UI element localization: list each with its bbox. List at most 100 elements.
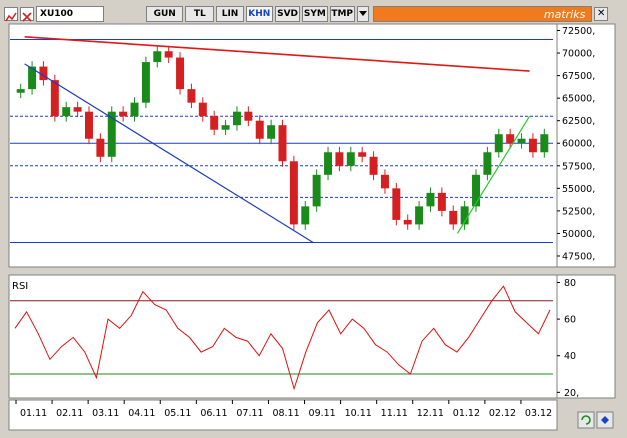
candle-body [198, 102, 207, 117]
price-tick-label: 47500, [562, 251, 595, 262]
blue-trendline-1 [24, 63, 314, 243]
chart-type-icon[interactable] [4, 7, 18, 22]
price-tick-label: 60000, [562, 139, 595, 150]
candle-body [176, 57, 185, 90]
candle-body [244, 111, 253, 121]
candle-body [324, 152, 333, 175]
green-trendline-2 [456, 115, 531, 234]
scroll-button[interactable] [596, 411, 614, 429]
brand-logo: matriks [543, 7, 586, 21]
candle-body [312, 174, 321, 207]
date-tick-label: 03.12 [525, 408, 552, 419]
candle-body [460, 206, 469, 225]
rsi-panel [8, 274, 558, 399]
date-axis [8, 399, 558, 431]
btn-tl[interactable]: TL [185, 6, 215, 22]
candle-body [107, 111, 116, 157]
candle-body [119, 111, 128, 117]
candle-body [494, 134, 503, 153]
date-tick-label: 03.11 [92, 408, 119, 419]
rsi-tick-label: 80 [564, 278, 576, 289]
candle-body [73, 107, 82, 112]
candle-body [301, 206, 310, 225]
candle-body [62, 107, 71, 117]
btn-khn[interactable]: KHN [245, 6, 273, 22]
price-tick-label: 70000, [562, 49, 595, 60]
candle-body [528, 138, 537, 153]
date-tick-label: 01.11 [20, 408, 47, 419]
candle-body [289, 161, 298, 225]
refresh-icon [581, 415, 591, 425]
candle-body [472, 174, 480, 207]
date-tick-label: 09.11 [309, 408, 336, 419]
arrows-icon [601, 416, 609, 424]
candle-body [335, 152, 344, 166]
candle-body [130, 102, 139, 117]
price-tick-label: 67500, [562, 71, 595, 82]
date-tick-label: 04.11 [128, 408, 155, 419]
date-tick-label: 10.11 [345, 408, 372, 419]
candle-body [85, 111, 93, 139]
price-tick-label: 57500, [562, 161, 595, 172]
date-tick-label: 12.11 [417, 408, 444, 419]
date-tick-label: 07.11 [236, 408, 263, 419]
candle-body [153, 51, 162, 63]
candle-body [449, 210, 458, 225]
date-tick-label: 02.12 [489, 408, 516, 419]
close-icon[interactable]: ✕ [594, 7, 608, 21]
rsi-tick-label: 40 [564, 351, 576, 362]
price-tick-label: 50000, [562, 229, 595, 240]
candle-body [210, 116, 219, 130]
symbol-label: XU100 [40, 9, 74, 19]
rsi-tick-label: 20, [564, 388, 579, 399]
candle-body [232, 111, 241, 126]
chevron-down-icon [358, 11, 367, 16]
candle-body [517, 138, 526, 144]
btn-tmp[interactable]: TMP [329, 6, 355, 22]
btn-sym[interactable]: SYM [302, 6, 328, 22]
candle-body [141, 62, 150, 103]
btn-svd[interactable]: SVD [274, 6, 301, 22]
symbol-field[interactable]: XU100 [36, 6, 105, 22]
price-tick-label: 65000, [562, 94, 595, 105]
refresh-button[interactable] [577, 411, 595, 429]
rsi-axis [556, 274, 616, 399]
remove-icon[interactable] [20, 7, 34, 22]
chart-toolbar: XU100 GUN TL LIN KHN SVD SYM TMP matriks… [4, 6, 608, 22]
candle-body [392, 188, 401, 220]
date-tick-label: 05.11 [164, 408, 191, 419]
date-tick-label: 11.11 [381, 408, 408, 419]
candle-body [278, 125, 287, 162]
candle-body [437, 192, 446, 211]
candle-body [346, 152, 355, 166]
brand-banner: matriks [372, 6, 593, 22]
candle-body [50, 80, 59, 117]
candle-body [358, 152, 367, 157]
price-tick-label: 52500, [562, 206, 595, 217]
price-axis [556, 23, 616, 268]
price-tick-label: 55000, [562, 184, 595, 195]
btn-lin[interactable]: LIN [216, 6, 244, 22]
date-tick-label: 06.11 [200, 408, 227, 419]
candle-body [16, 89, 25, 93]
candle-body [255, 120, 264, 139]
candle-body [483, 152, 492, 175]
price-tick-label: 62500, [562, 116, 595, 127]
candle-body [164, 51, 173, 58]
date-tick-label: 01.12 [453, 408, 480, 419]
candle-body [267, 125, 276, 139]
price-tick-label: 72500, [562, 26, 595, 37]
candle-body [426, 192, 435, 207]
rsi-tick-label: 60 [564, 315, 576, 326]
dropdown-button[interactable] [356, 6, 369, 22]
candle-body [96, 138, 105, 157]
candle-body [506, 134, 515, 144]
candle-body [39, 66, 48, 81]
btn-gun[interactable]: GUN [146, 6, 184, 22]
date-tick-label: 02.11 [56, 408, 83, 419]
red-trendline-0 [24, 36, 530, 72]
rsi-line [14, 285, 551, 391]
candle-body [403, 219, 412, 225]
candle-body [369, 156, 378, 175]
